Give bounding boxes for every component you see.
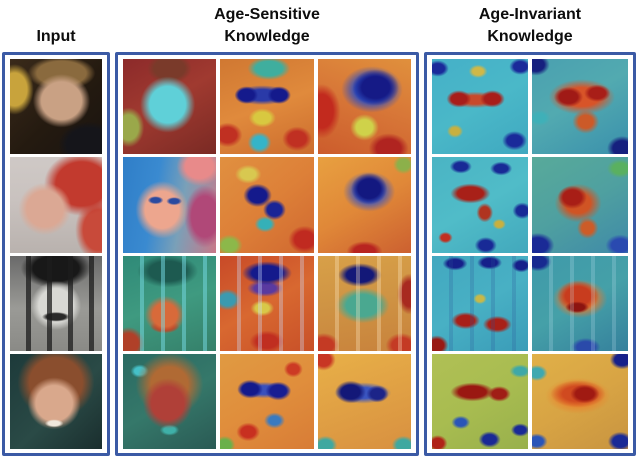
input-photo-2 — [10, 157, 102, 253]
age-invariant-heatmap-r2c1 — [432, 157, 528, 253]
header-input: Input — [2, 0, 110, 50]
header-age-sensitive-line2: Knowledge — [224, 28, 310, 45]
age-sensitive-heatmap-r2c2 — [220, 157, 314, 253]
header-input-line: Input — [36, 28, 76, 45]
header-age-invariant-line2: Knowledge — [487, 28, 573, 45]
age-sensitive-heatmap-r3c1 — [123, 255, 217, 351]
age-invariant-heatmap-r2c2 — [532, 157, 628, 253]
age-sensitive-heatmap-r2c1 — [123, 157, 217, 253]
age-sensitive-heatmap-r4c2 — [220, 353, 314, 449]
age-sensitive-heatmap-r3c2 — [220, 255, 314, 351]
header-age-sensitive-line1: Age-Sensitive — [214, 6, 320, 23]
age-sensitive-heatmap-grid — [118, 55, 416, 453]
input-group-box — [2, 52, 110, 456]
input-image-grid — [5, 55, 107, 453]
header-age-invariant: Age-Invariant Knowledge — [424, 0, 636, 50]
age-invariant-heatmap-r4c2 — [532, 353, 628, 449]
input-photo-1 — [10, 59, 102, 155]
age-sensitive-heatmap-r2c3 — [317, 157, 411, 253]
age-invariant-heatmap-r3c1 — [432, 255, 528, 351]
age-invariant-group-box — [424, 52, 636, 456]
age-sensitive-group-box — [115, 52, 419, 456]
age-invariant-heatmap-r1c2 — [532, 59, 628, 155]
age-sensitive-heatmap-r1c1 — [123, 59, 217, 155]
age-invariant-heatmap-grid — [427, 55, 633, 453]
age-invariant-heatmap-r3c2 — [532, 255, 628, 351]
input-photo-3 — [10, 255, 102, 351]
age-invariant-heatmap-r1c1 — [432, 59, 528, 155]
header-age-sensitive: Age-Sensitive Knowledge — [115, 0, 419, 50]
age-invariant-heatmap-r4c1 — [432, 353, 528, 449]
age-sensitive-heatmap-r1c2 — [220, 59, 314, 155]
header-age-invariant-line1: Age-Invariant — [478, 6, 582, 23]
input-photo-4 — [10, 353, 102, 449]
age-sensitive-heatmap-r1c3 — [317, 59, 411, 155]
age-sensitive-heatmap-r3c3 — [317, 255, 411, 351]
age-sensitive-heatmap-r4c3 — [317, 353, 411, 449]
age-sensitive-heatmap-r4c1 — [123, 353, 217, 449]
